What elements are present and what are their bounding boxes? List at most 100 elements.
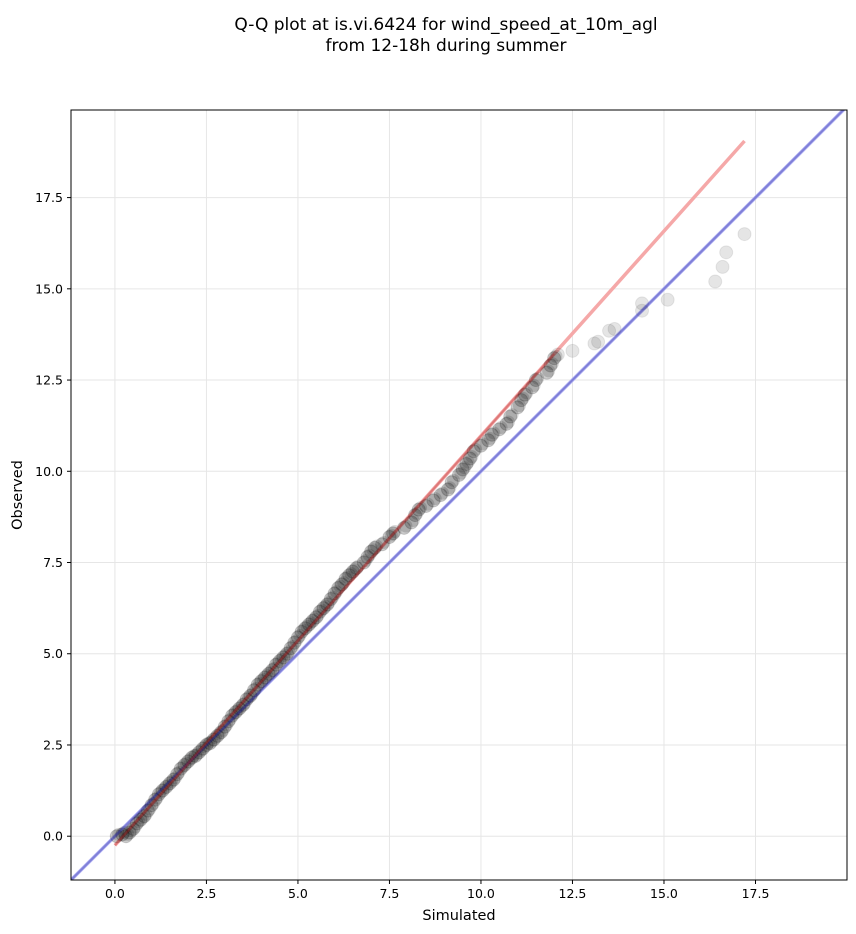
chart-title-line-1: Q-Q plot at is.vi.6424 for wind_speed_at… [234, 15, 657, 35]
x-tick-label: 2.5 [196, 886, 216, 901]
data-point-overlap [238, 696, 252, 710]
data-point-overlap [176, 760, 190, 774]
data-point-overlap [253, 676, 267, 690]
data-point-overlap [722, 244, 735, 257]
data-point [528, 373, 543, 388]
y-tick-label: 7.5 [43, 555, 63, 570]
data-point-overlap [179, 756, 193, 770]
data-point [737, 227, 752, 242]
x-tick-label: 17.5 [742, 886, 770, 901]
data-point-overlap [663, 291, 676, 304]
data-point-overlap [304, 616, 318, 630]
data-point [635, 303, 650, 318]
data-point [525, 380, 540, 395]
data-point-overlap [274, 652, 288, 666]
data-point [232, 701, 247, 716]
data-point-overlap [516, 391, 530, 405]
y-axis: 0.0 2.5 5.0 7.5 10.0 12.5 15.0 17.5 [35, 190, 71, 844]
data-point-overlap [296, 623, 310, 637]
data-point [287, 635, 302, 650]
data-point-overlap [282, 645, 296, 659]
data-point [426, 493, 441, 508]
data-point-overlap [340, 570, 354, 584]
data-point [342, 568, 357, 583]
data-point-overlap [545, 357, 559, 371]
data-point-overlap [157, 782, 171, 796]
data-point-overlap [168, 771, 182, 785]
x-axis: 0.0 2.5 5.0 7.5 10.0 12.5 15.0 17.5 [105, 880, 769, 901]
data-point [323, 592, 338, 607]
data-point [221, 714, 236, 729]
data-point [144, 798, 159, 813]
x-tick-label: 5.0 [288, 886, 308, 901]
data-point [455, 462, 470, 477]
data-point [331, 581, 346, 596]
data-point [320, 597, 335, 612]
data-point-overlap [476, 437, 490, 451]
data-point [276, 650, 291, 665]
data-point-overlap [154, 785, 168, 799]
chart-title-line-2: from 12-18h during summer [326, 36, 567, 56]
data-point [441, 482, 456, 497]
data-point-overlap [231, 703, 245, 717]
data-point [140, 803, 155, 818]
data-point [210, 728, 225, 743]
data-point-overlap [209, 731, 223, 745]
data-point-overlap [553, 346, 566, 359]
data-point-overlap [121, 827, 135, 841]
data-point-overlap [318, 599, 332, 613]
data-point-overlap [410, 506, 424, 520]
data-point-overlap [505, 408, 519, 422]
data-point [408, 508, 423, 523]
data-point [170, 767, 185, 782]
data-point [118, 829, 133, 844]
data-point [184, 750, 199, 765]
data-point [151, 787, 166, 802]
data-point-overlap [494, 420, 508, 434]
data-point [382, 529, 397, 544]
data-point-overlap [348, 563, 362, 577]
data-point-overlap [329, 585, 343, 599]
data-point [217, 719, 232, 734]
data-point-overlap [187, 749, 201, 763]
data-point-overlap [150, 791, 164, 805]
data-points [109, 227, 752, 844]
x-tick-label: 7.5 [380, 886, 400, 901]
data-point [715, 259, 730, 274]
data-point [247, 683, 262, 698]
data-point [195, 741, 210, 756]
data-point [503, 409, 518, 424]
data-point [607, 321, 622, 336]
data-point [433, 488, 448, 502]
data-point [268, 657, 283, 672]
data-point [265, 663, 280, 678]
y-tick-label: 5.0 [43, 646, 63, 661]
data-point [137, 809, 152, 824]
data-point [543, 358, 558, 373]
data-point-overlap [249, 681, 263, 695]
data-point-overlap [315, 603, 329, 617]
data-point-overlap [520, 386, 534, 400]
data-point-overlap [190, 747, 204, 761]
data-point-overlap [359, 554, 373, 568]
data-point-overlap [267, 661, 281, 675]
data-point-overlap [311, 608, 325, 622]
data-point-overlap [542, 364, 556, 378]
reference-lines [71, 110, 846, 880]
data-point [550, 347, 565, 362]
data-point-overlap [278, 649, 292, 663]
data-point [250, 677, 265, 692]
data-point [419, 498, 434, 513]
data-point [239, 692, 254, 707]
data-point-overlap [307, 612, 321, 626]
data-point [602, 323, 617, 338]
y-axis-label: Observed [10, 460, 26, 530]
data-point [261, 666, 276, 681]
data-point [356, 555, 371, 570]
data-point-overlap [220, 718, 234, 732]
data-point-overlap [293, 628, 307, 642]
data-point-overlap [223, 712, 237, 726]
data-point [364, 544, 379, 559]
data-point [173, 761, 188, 776]
